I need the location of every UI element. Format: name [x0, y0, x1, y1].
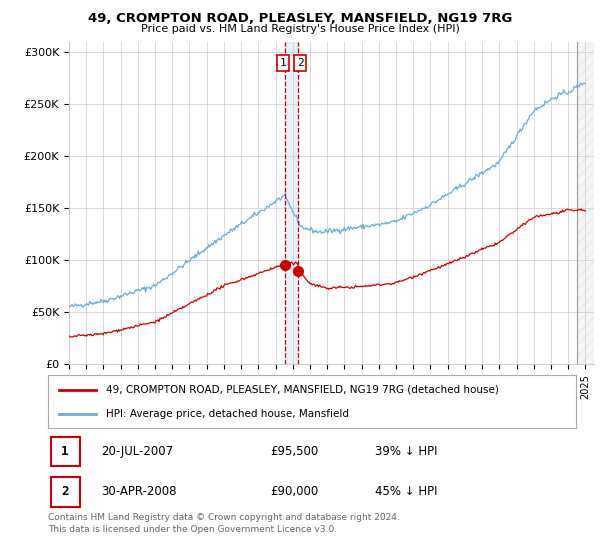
Text: 49, CROMPTON ROAD, PLEASLEY, MANSFIELD, NG19 7RG: 49, CROMPTON ROAD, PLEASLEY, MANSFIELD, … [88, 12, 512, 25]
Text: 30-APR-2008: 30-APR-2008 [101, 486, 176, 498]
Text: Contains HM Land Registry data © Crown copyright and database right 2024.
This d: Contains HM Land Registry data © Crown c… [48, 513, 400, 534]
Text: £90,000: £90,000 [270, 486, 318, 498]
Text: 49, CROMPTON ROAD, PLEASLEY, MANSFIELD, NG19 7RG (detached house): 49, CROMPTON ROAD, PLEASLEY, MANSFIELD, … [106, 385, 499, 395]
Text: 1: 1 [61, 445, 68, 458]
Text: Price paid vs. HM Land Registry's House Price Index (HPI): Price paid vs. HM Land Registry's House … [140, 24, 460, 34]
Text: 20-JUL-2007: 20-JUL-2007 [101, 445, 173, 458]
Text: 45% ↓ HPI: 45% ↓ HPI [376, 486, 438, 498]
Bar [285, 42, 298, 364]
Text: 39% ↓ HPI: 39% ↓ HPI [376, 445, 438, 458]
FancyBboxPatch shape [50, 437, 80, 466]
Text: 2: 2 [297, 58, 304, 68]
Text: 1: 1 [280, 58, 287, 68]
FancyBboxPatch shape [50, 477, 80, 507]
Text: HPI: Average price, detached house, Mansfield: HPI: Average price, detached house, Mans… [106, 409, 349, 419]
Text: 2: 2 [61, 486, 68, 498]
Text: £95,500: £95,500 [270, 445, 318, 458]
